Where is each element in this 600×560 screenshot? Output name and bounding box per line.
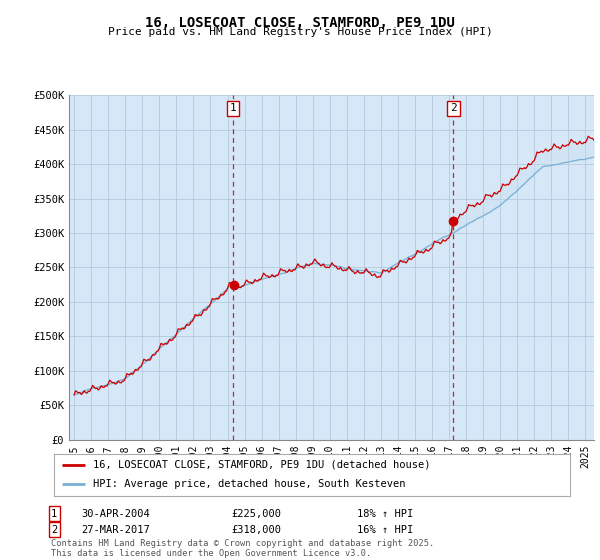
Text: Contains HM Land Registry data © Crown copyright and database right 2025.
This d: Contains HM Land Registry data © Crown c… <box>51 539 434 558</box>
Text: £318,000: £318,000 <box>231 525 281 535</box>
Text: 16% ↑ HPI: 16% ↑ HPI <box>357 525 413 535</box>
Text: Price paid vs. HM Land Registry's House Price Index (HPI): Price paid vs. HM Land Registry's House … <box>107 27 493 37</box>
Text: 16, LOSECOAT CLOSE, STAMFORD, PE9 1DU (detached house): 16, LOSECOAT CLOSE, STAMFORD, PE9 1DU (d… <box>92 460 430 470</box>
Text: 27-MAR-2017: 27-MAR-2017 <box>81 525 150 535</box>
Text: 18% ↑ HPI: 18% ↑ HPI <box>357 508 413 519</box>
Text: 1: 1 <box>230 104 236 114</box>
Text: 16, LOSECOAT CLOSE, STAMFORD, PE9 1DU: 16, LOSECOAT CLOSE, STAMFORD, PE9 1DU <box>145 16 455 30</box>
Text: £225,000: £225,000 <box>231 508 281 519</box>
Text: HPI: Average price, detached house, South Kesteven: HPI: Average price, detached house, Sout… <box>92 479 405 489</box>
Text: 30-APR-2004: 30-APR-2004 <box>81 508 150 519</box>
Text: 2: 2 <box>51 525 57 535</box>
Text: 1: 1 <box>51 508 57 519</box>
Text: 2: 2 <box>450 104 457 114</box>
